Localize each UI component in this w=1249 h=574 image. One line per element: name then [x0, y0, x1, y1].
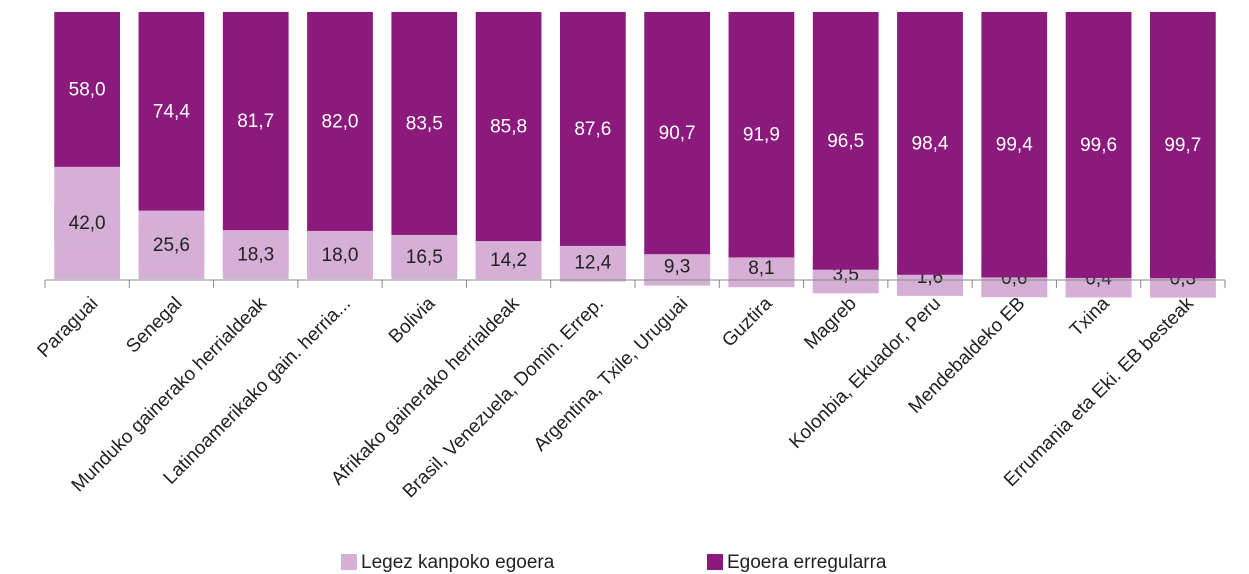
- bar-segment: [728, 12, 795, 258]
- data-label: 85,8: [490, 117, 527, 138]
- data-label: 42,0: [69, 213, 106, 234]
- bar-segment: [897, 12, 963, 275]
- data-label: 87,6: [574, 119, 611, 140]
- data-label: 83,5: [406, 113, 443, 134]
- bar-segment: [644, 12, 711, 255]
- legend-label: Legez kanpoko egoera: [361, 552, 555, 573]
- bar-segment: [138, 12, 205, 211]
- legend-swatch: [707, 554, 723, 570]
- bar-segment: [812, 12, 879, 270]
- bar-segment: [559, 12, 626, 246]
- data-label: 25,6: [153, 235, 190, 256]
- label-box: [559, 243, 626, 282]
- data-label: 74,4: [153, 101, 190, 122]
- x-tick-label: Paraguai: [34, 293, 103, 362]
- data-label: 99,4: [996, 135, 1033, 156]
- bar-segment: [222, 12, 289, 231]
- bar-segment: [1149, 12, 1216, 279]
- x-tick-label: Kolonbia, Ekuador, Peru: [785, 293, 945, 453]
- data-label: 99,7: [1164, 135, 1201, 156]
- x-tick-label: Bolivia: [385, 293, 440, 348]
- data-label: 98,4: [912, 133, 949, 154]
- data-label: 58,0: [69, 79, 106, 100]
- data-label: 90,7: [659, 123, 696, 144]
- bar-segment: [307, 12, 373, 231]
- data-label: 9,3: [664, 257, 690, 278]
- bar-segment: [54, 12, 121, 167]
- label-box: [307, 235, 373, 274]
- x-tick-label: Txina: [1066, 293, 1114, 341]
- bar-segment: [475, 12, 542, 242]
- data-label: 14,2: [490, 250, 527, 271]
- x-tick-label: Errumania eta Eki. EB besteak: [1000, 293, 1198, 491]
- data-label: 96,5: [827, 131, 864, 152]
- data-label: 8,1: [748, 258, 774, 279]
- label-box: [54, 203, 121, 242]
- x-tick-label: Senegal: [122, 293, 186, 357]
- data-label: 91,9: [743, 125, 780, 146]
- label-box: [475, 241, 542, 280]
- x-tick-label: Guztira: [718, 293, 776, 351]
- legend-label: Egoera erregularra: [727, 552, 887, 573]
- data-label: 99,6: [1080, 135, 1117, 156]
- legend-swatch: [341, 554, 357, 570]
- x-tick-label: Magreb: [800, 293, 860, 353]
- bar-segment: [391, 12, 458, 235]
- x-tick-label: Latinoamerikako gain. herria...: [160, 293, 356, 489]
- data-label: 82,0: [322, 111, 359, 132]
- data-label: 16,5: [406, 247, 443, 268]
- data-label: 81,7: [237, 111, 274, 132]
- label-box: [222, 235, 289, 274]
- data-label: 18,0: [322, 245, 359, 266]
- bar-segment: [1065, 12, 1132, 278]
- data-label: 12,4: [574, 252, 611, 273]
- label-box: [138, 225, 205, 264]
- label-box: [391, 237, 458, 276]
- bar-segment: [981, 12, 1048, 278]
- x-tick-label: Argentina, Txile, Uruguai: [530, 293, 692, 455]
- data-label: 18,3: [237, 245, 274, 266]
